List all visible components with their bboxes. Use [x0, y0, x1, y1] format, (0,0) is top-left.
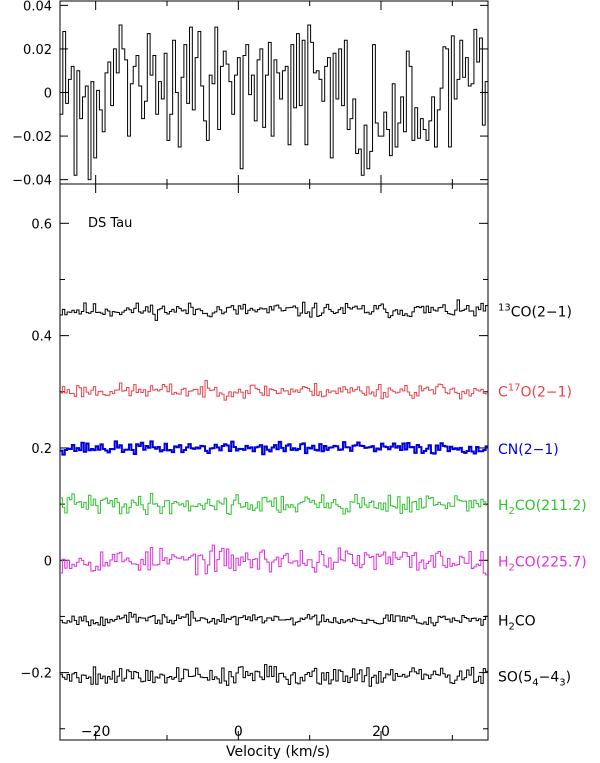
bottom-x-tick-label: −20 [81, 724, 111, 740]
series-label-2: CN(2−1) [498, 442, 559, 458]
series-label-1: C17O(2−1) [498, 383, 572, 401]
top-y-tick-label: 0 [44, 87, 52, 102]
top-y-tick-label: −0.04 [12, 174, 52, 189]
top-y-tick-label: 0.04 [23, 0, 52, 14]
spectrum-line-3 [60, 492, 488, 516]
series-labels: 13CO(2−1) C17O(2−1) CN(2−1) H2CO(211.2) H2CO… [498, 302, 587, 688]
top-y-axis: −0.04 −0.02 0 0.02 0.04 [12, 0, 488, 189]
series-label-6: SO(54−43) [498, 669, 571, 688]
bottom-y-tick-label: 0.4 [31, 330, 52, 345]
bottom-y-tick-label: 0.2 [31, 442, 52, 457]
spectrum-line-4 [60, 544, 488, 576]
series-label-3: H2CO(211.2) [498, 498, 587, 517]
spectrum-line-1 [60, 380, 488, 401]
bottom-series-group [60, 299, 488, 687]
series-label-0: 13CO(2−1) [498, 302, 572, 320]
bottom-y-tick-label: 0.6 [31, 217, 52, 232]
top-spectrum-line [60, 24, 488, 181]
bottom-y-tick-label: 0 [44, 554, 52, 569]
spectrum-line-6 [60, 664, 488, 687]
bottom-panel: −0.2 0 0.2 0.4 0.6 −20 0 20 13CO(2−1) C17O(2−1)… [20, 183, 587, 760]
top-panel: −0.04 −0.02 0 0.02 0.04 [12, 0, 489, 189]
top-y-tick-label: −0.02 [12, 130, 52, 145]
spectrum-line-5 [60, 610, 488, 627]
spectrum-line-2 [60, 440, 488, 456]
bottom-x-tick-label: 20 [372, 724, 390, 740]
spectrum-line-0 [60, 299, 488, 321]
bottom-panel-frame [59, 183, 489, 741]
bottom-x-tick-label: 0 [234, 724, 243, 740]
top-y-tick-label: 0.02 [23, 43, 52, 58]
top-x-ticks [95, 1, 453, 184]
series-label-4: H2CO(225.7) [498, 554, 587, 573]
series-label-5: H2CO [498, 613, 536, 632]
panel-title: DS Tau [88, 216, 132, 231]
bottom-y-tick-label: −0.2 [20, 667, 52, 682]
top-series-group [60, 24, 488, 181]
bottom-y-axis: −0.2 0 0.2 0.4 0.6 [20, 217, 488, 730]
x-axis-label: Velocity (km/s) [226, 744, 330, 760]
bottom-x-axis: −20 0 20 [81, 184, 453, 740]
